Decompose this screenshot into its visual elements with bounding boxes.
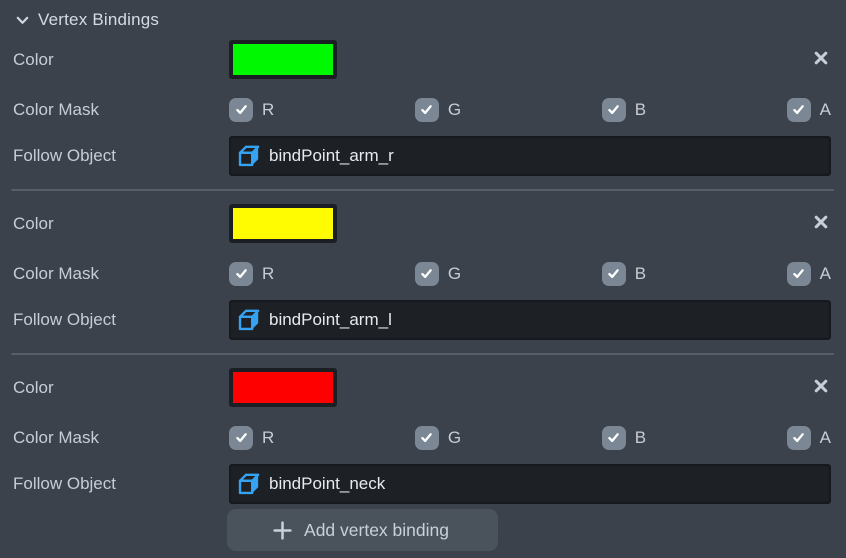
mask-letter-b: B	[634, 99, 647, 119]
follow-object-field[interactable]: bindPoint_arm_r	[229, 136, 831, 176]
close-icon	[813, 378, 829, 397]
close-icon	[813, 50, 829, 69]
add-vertex-binding-label: Add vertex binding	[304, 519, 449, 540]
mask-letter-a: A	[819, 427, 831, 447]
mask-item-r[interactable]: R	[229, 97, 275, 122]
binding-row-3: Color Color Mask R G	[0, 368, 846, 504]
cube-icon	[238, 145, 260, 167]
add-vertex-binding-button[interactable]: Add vertex binding	[227, 509, 498, 551]
remove-binding-button[interactable]	[811, 376, 831, 399]
divider	[11, 189, 834, 191]
color-label: Color	[13, 49, 54, 69]
section-title: Vertex Bindings	[38, 10, 160, 29]
color-swatch[interactable]	[229, 368, 337, 407]
mask-letter-r: R	[262, 427, 275, 447]
mask-letter-g: G	[447, 263, 462, 283]
remove-binding-button[interactable]	[811, 212, 831, 235]
mask-item-b[interactable]: B	[601, 97, 647, 122]
checkbox-g[interactable]	[414, 425, 439, 450]
mask-item-g[interactable]: G	[414, 97, 462, 122]
color-label: Color	[13, 377, 54, 397]
mask-item-a[interactable]: A	[786, 97, 831, 122]
mask-item-b[interactable]: B	[601, 261, 647, 286]
cube-icon	[238, 473, 260, 495]
checkbox-g[interactable]	[414, 261, 439, 286]
mask-letter-a: A	[819, 263, 831, 283]
mask-item-r[interactable]: R	[229, 425, 275, 450]
color-label: Color	[13, 213, 54, 233]
color-swatch[interactable]	[229, 204, 337, 243]
mask-item-r[interactable]: R	[229, 261, 275, 286]
follow-object-field[interactable]: bindPoint_arm_l	[229, 300, 831, 340]
checkbox-a[interactable]	[786, 97, 811, 122]
mask-letter-b: B	[634, 427, 647, 447]
follow-object-value: bindPoint_neck	[269, 474, 386, 493]
color-swatch[interactable]	[229, 40, 337, 79]
mask-letter-g: G	[447, 99, 462, 119]
cube-icon	[238, 309, 260, 331]
mask-item-g[interactable]: G	[414, 425, 462, 450]
remove-binding-button[interactable]	[811, 48, 831, 71]
checkbox-g[interactable]	[414, 97, 439, 122]
follow-object-label: Follow Object	[13, 310, 116, 329]
binding-row-1: Color Color Mask R G	[0, 40, 846, 176]
checkbox-r[interactable]	[229, 261, 253, 286]
mask-letter-g: G	[447, 427, 462, 447]
follow-object-label: Follow Object	[13, 474, 116, 493]
mask-letter-b: B	[634, 263, 647, 283]
plus-icon	[272, 520, 293, 541]
mask-letter-r: R	[262, 99, 275, 119]
checkbox-r[interactable]	[229, 425, 253, 450]
divider	[11, 353, 834, 355]
mask-letter-r: R	[262, 263, 275, 283]
mask-item-g[interactable]: G	[414, 261, 462, 286]
checkbox-b[interactable]	[601, 261, 626, 286]
color-mask-label: Color Mask	[13, 99, 99, 119]
checkbox-a[interactable]	[786, 261, 811, 286]
follow-object-field[interactable]: bindPoint_neck	[229, 464, 831, 504]
mask-item-a[interactable]: A	[786, 425, 831, 450]
section-header-vertex-bindings[interactable]: Vertex Bindings	[0, 0, 846, 30]
checkbox-a[interactable]	[786, 425, 811, 450]
follow-object-value: bindPoint_arm_r	[269, 146, 394, 165]
mask-item-b[interactable]: B	[601, 425, 647, 450]
chevron-down-icon[interactable]	[15, 13, 30, 28]
binding-row-2: Color Color Mask R G	[0, 204, 846, 340]
follow-object-value: bindPoint_arm_l	[269, 310, 392, 329]
mask-letter-a: A	[819, 99, 831, 119]
color-mask-label: Color Mask	[13, 263, 99, 283]
follow-object-label: Follow Object	[13, 146, 116, 165]
checkbox-b[interactable]	[601, 97, 626, 122]
checkbox-r[interactable]	[229, 97, 253, 122]
mask-item-a[interactable]: A	[786, 261, 831, 286]
color-mask-label: Color Mask	[13, 427, 99, 447]
checkbox-b[interactable]	[601, 425, 626, 450]
close-icon	[813, 214, 829, 233]
